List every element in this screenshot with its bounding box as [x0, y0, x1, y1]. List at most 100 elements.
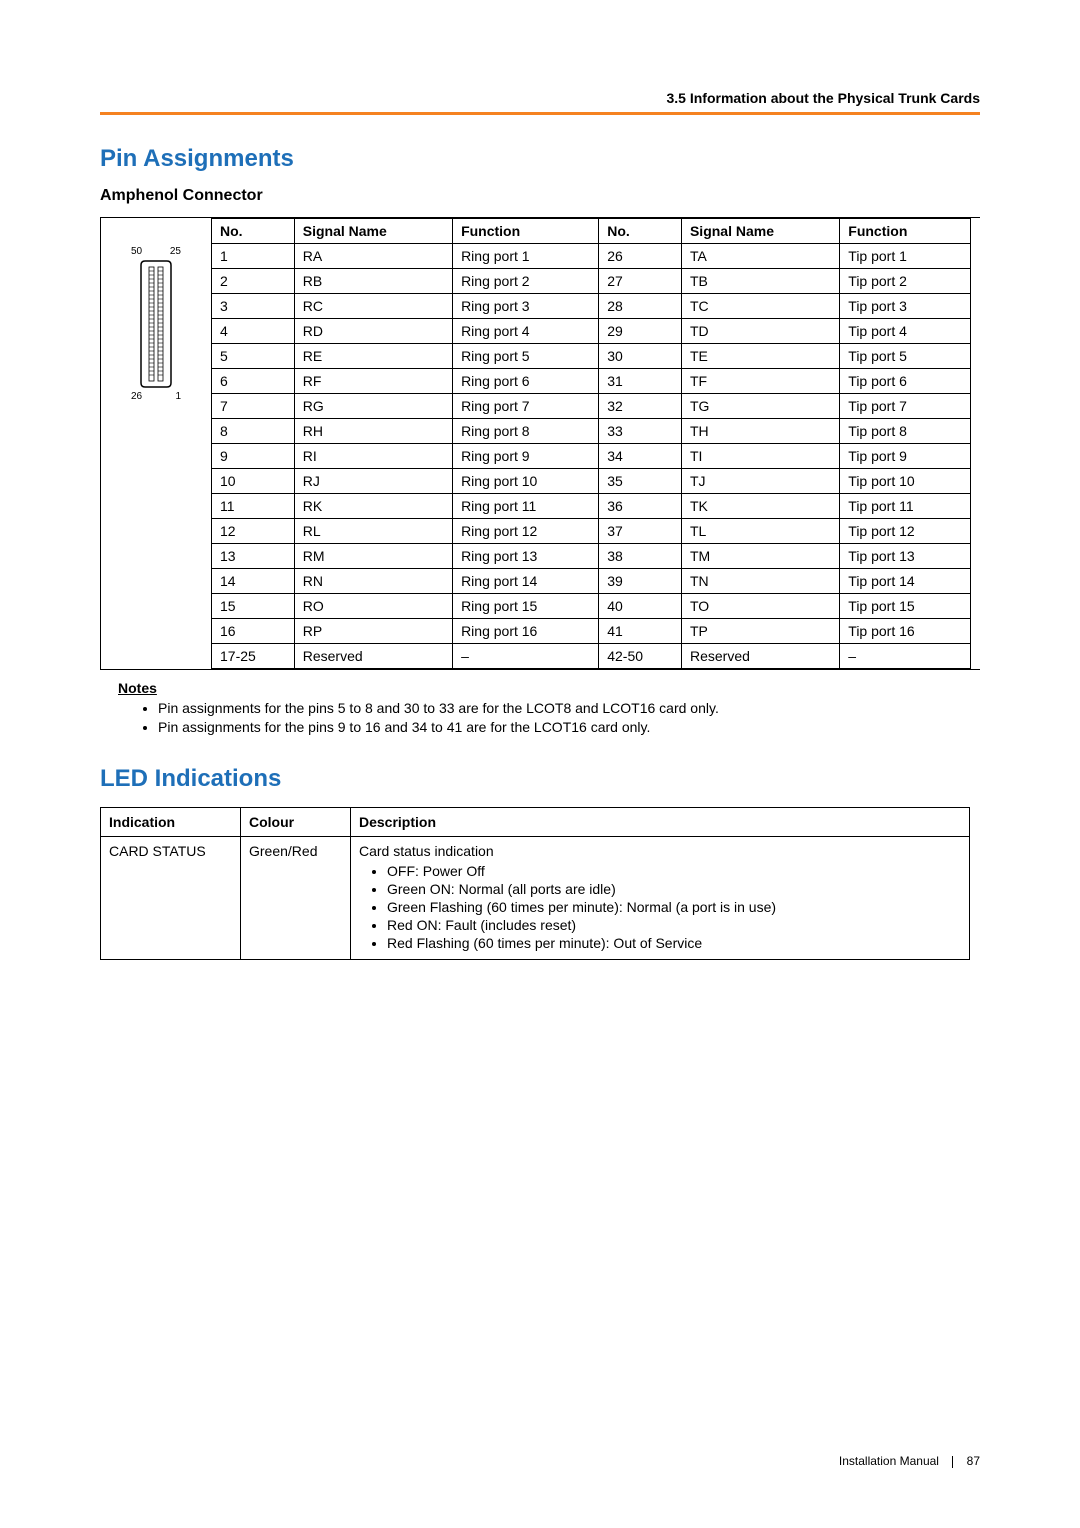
table-row: 16RPRing port 1641TPTip port 16	[212, 619, 971, 644]
table-cell: Tip port 14	[840, 569, 971, 594]
table-row: 5RERing port 530TETip port 5	[212, 344, 971, 369]
table-cell: 41	[599, 619, 682, 644]
table-cell: TE	[681, 344, 839, 369]
led-indication: CARD STATUS	[101, 837, 241, 960]
table-cell: TA	[681, 244, 839, 269]
table-row: 3RCRing port 328TCTip port 3	[212, 294, 971, 319]
table-cell: RI	[294, 444, 452, 469]
table-cell: Ring port 7	[453, 394, 599, 419]
table-cell: RB	[294, 269, 452, 294]
table-cell: 13	[212, 544, 295, 569]
table-cell: RA	[294, 244, 452, 269]
table-cell: Tip port 1	[840, 244, 971, 269]
table-cell: RJ	[294, 469, 452, 494]
divider-orange	[100, 112, 980, 115]
table-cell: TM	[681, 544, 839, 569]
table-cell: TB	[681, 269, 839, 294]
table-cell: RE	[294, 344, 452, 369]
table-cell: Ring port 14	[453, 569, 599, 594]
table-cell: RH	[294, 419, 452, 444]
table-cell: 17-25	[212, 644, 295, 669]
table-cell: 6	[212, 369, 295, 394]
footer-doc: Installation Manual	[839, 1454, 939, 1468]
led-col-colour: Colour	[241, 808, 351, 837]
table-cell: Tip port 9	[840, 444, 971, 469]
table-cell: 8	[212, 419, 295, 444]
col-fn1: Function	[453, 219, 599, 244]
table-cell: Ring port 15	[453, 594, 599, 619]
table-row: 4RDRing port 429TDTip port 4	[212, 319, 971, 344]
table-cell: Tip port 7	[840, 394, 971, 419]
list-item: Green ON: Normal (all ports are idle)	[387, 881, 961, 897]
table-cell: Tip port 13	[840, 544, 971, 569]
table-cell: 33	[599, 419, 682, 444]
table-cell: Ring port 12	[453, 519, 599, 544]
table-cell: 28	[599, 294, 682, 319]
table-row: 15RORing port 1540TOTip port 15	[212, 594, 971, 619]
led-table-header: Indication Colour Description	[101, 808, 970, 837]
table-row: 2RBRing port 227TBTip port 2	[212, 269, 971, 294]
table-cell: Reserved	[681, 644, 839, 669]
table-cell: 27	[599, 269, 682, 294]
led-row: CARD STATUS Green/Red Card status indica…	[101, 837, 970, 960]
list-item: Green Flashing (60 times per minute): No…	[387, 899, 961, 915]
table-row: 13RMRing port 1338TMTip port 13	[212, 544, 971, 569]
table-cell: 9	[212, 444, 295, 469]
table-row: 7RGRing port 732TGTip port 7	[212, 394, 971, 419]
pin-table-wrap: 50 25	[100, 217, 980, 670]
list-item: Red ON: Fault (includes reset)	[387, 917, 961, 933]
pin-assignments-title: Pin Assignments	[100, 145, 980, 173]
table-cell: RN	[294, 569, 452, 594]
table-cell: Ring port 2	[453, 269, 599, 294]
table-cell: Ring port 5	[453, 344, 599, 369]
table-cell: TK	[681, 494, 839, 519]
table-cell: RC	[294, 294, 452, 319]
pin-table-header: No. Signal Name Function No. Signal Name…	[212, 219, 971, 244]
table-cell: Tip port 3	[840, 294, 971, 319]
table-cell: Tip port 16	[840, 619, 971, 644]
table-cell: RP	[294, 619, 452, 644]
table-cell: 16	[212, 619, 295, 644]
table-row: 12RLRing port 1237TLTip port 12	[212, 519, 971, 544]
table-cell: 40	[599, 594, 682, 619]
col-no2: No.	[599, 219, 682, 244]
led-desc: Card status indication OFF: Power OffGre…	[351, 837, 970, 960]
table-cell: TC	[681, 294, 839, 319]
table-cell: 2	[212, 269, 295, 294]
table-cell: Ring port 9	[453, 444, 599, 469]
col-sig2: Signal Name	[681, 219, 839, 244]
table-cell: TJ	[681, 469, 839, 494]
table-cell: 10	[212, 469, 295, 494]
table-row: 1RARing port 126TATip port 1	[212, 244, 971, 269]
table-cell: Ring port 11	[453, 494, 599, 519]
led-table: Indication Colour Description CARD STATU…	[100, 807, 970, 960]
table-cell: 42-50	[599, 644, 682, 669]
table-row: 14RNRing port 1439TNTip port 14	[212, 569, 971, 594]
table-cell: 32	[599, 394, 682, 419]
table-cell: Ring port 8	[453, 419, 599, 444]
table-cell: TG	[681, 394, 839, 419]
led-colour: Green/Red	[241, 837, 351, 960]
table-cell: RM	[294, 544, 452, 569]
conn-label-26: 26	[131, 391, 142, 402]
table-cell: RD	[294, 319, 452, 344]
table-cell: 30	[599, 344, 682, 369]
table-cell: Ring port 13	[453, 544, 599, 569]
table-cell: TN	[681, 569, 839, 594]
table-cell: 31	[599, 369, 682, 394]
list-item: Pin assignments for the pins 9 to 16 and…	[158, 719, 980, 735]
table-cell: 34	[599, 444, 682, 469]
conn-label-1: 1	[175, 391, 181, 402]
table-cell: Tip port 11	[840, 494, 971, 519]
table-cell: 1	[212, 244, 295, 269]
table-cell: Ring port 4	[453, 319, 599, 344]
col-fn2: Function	[840, 219, 971, 244]
table-cell: 4	[212, 319, 295, 344]
list-item: Red Flashing (60 times per minute): Out …	[387, 935, 961, 951]
table-cell: 29	[599, 319, 682, 344]
amphenol-icon	[139, 259, 173, 389]
table-row: 6RFRing port 631TFTip port 6	[212, 369, 971, 394]
table-cell: Tip port 2	[840, 269, 971, 294]
led-title: LED Indications	[100, 765, 980, 793]
table-cell: RL	[294, 519, 452, 544]
